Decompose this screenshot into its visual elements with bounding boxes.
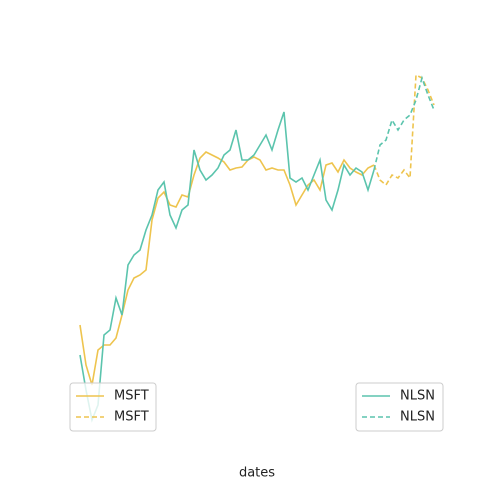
legend-label: MSFT [114, 389, 149, 404]
legend-label: NLSN [400, 410, 435, 425]
x-axis-label: dates [239, 466, 275, 481]
legend-box [355, 382, 444, 432]
legend-label: NLSN [400, 389, 435, 404]
legend: MSFT MSFT [69, 382, 157, 432]
line [79, 111, 375, 423]
line [373, 73, 435, 187]
legend: NLSN NLSN [355, 382, 444, 432]
legend-box [69, 382, 157, 432]
line [373, 75, 435, 171]
legend-label: MSFT [114, 410, 149, 425]
line [79, 151, 375, 386]
